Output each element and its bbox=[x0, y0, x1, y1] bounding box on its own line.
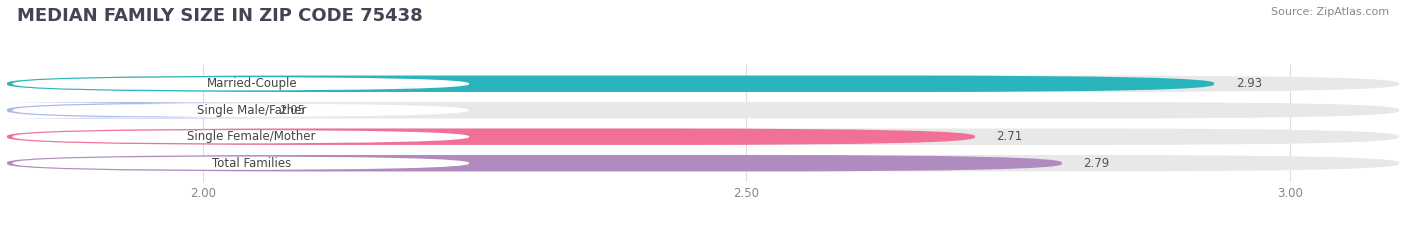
Text: 2.79: 2.79 bbox=[1084, 157, 1109, 170]
Text: 2.71: 2.71 bbox=[997, 130, 1022, 143]
FancyBboxPatch shape bbox=[13, 130, 470, 144]
FancyBboxPatch shape bbox=[13, 77, 470, 90]
FancyBboxPatch shape bbox=[7, 102, 1399, 118]
Text: Single Female/Mother: Single Female/Mother bbox=[187, 130, 316, 143]
Text: MEDIAN FAMILY SIZE IN ZIP CODE 75438: MEDIAN FAMILY SIZE IN ZIP CODE 75438 bbox=[17, 7, 423, 25]
FancyBboxPatch shape bbox=[0, 102, 311, 118]
FancyBboxPatch shape bbox=[13, 157, 470, 170]
Text: 2.93: 2.93 bbox=[1236, 77, 1263, 90]
FancyBboxPatch shape bbox=[7, 75, 1399, 92]
FancyBboxPatch shape bbox=[7, 129, 974, 145]
FancyBboxPatch shape bbox=[13, 103, 470, 117]
Text: Married-Couple: Married-Couple bbox=[207, 77, 297, 90]
FancyBboxPatch shape bbox=[7, 155, 1399, 171]
Text: Source: ZipAtlas.com: Source: ZipAtlas.com bbox=[1271, 7, 1389, 17]
FancyBboxPatch shape bbox=[7, 75, 1215, 92]
Text: Single Male/Father: Single Male/Father bbox=[197, 104, 307, 117]
Text: 2.05: 2.05 bbox=[278, 104, 305, 117]
FancyBboxPatch shape bbox=[7, 155, 1062, 171]
FancyBboxPatch shape bbox=[7, 129, 1399, 145]
Text: Total Families: Total Families bbox=[212, 157, 291, 170]
